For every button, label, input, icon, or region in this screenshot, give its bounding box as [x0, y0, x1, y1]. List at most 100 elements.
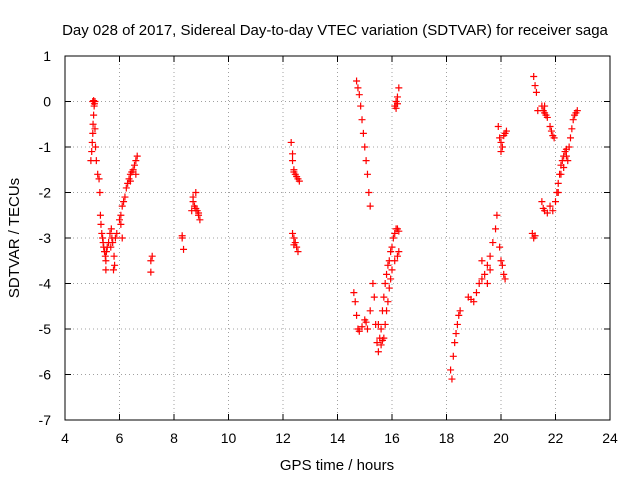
x-tick-label: 18: [439, 430, 455, 446]
data-point: [384, 261, 392, 269]
data-point: [96, 211, 104, 219]
data-point: [489, 239, 497, 247]
data-point: [361, 143, 369, 151]
data-point: [374, 320, 382, 328]
data-point: [541, 102, 549, 110]
data-point: [552, 198, 559, 206]
data-point: [481, 270, 489, 278]
data-point: [497, 257, 505, 265]
data-point: [102, 257, 110, 265]
data-point: [290, 166, 298, 174]
data-point: [118, 234, 126, 242]
data-point: [543, 209, 551, 217]
x-tick-label: 16: [384, 430, 400, 446]
data-point: [388, 266, 396, 274]
data-point: [470, 298, 478, 306]
y-tick-label: -4: [39, 276, 52, 292]
data-marks: [87, 72, 581, 383]
data-point: [502, 127, 510, 135]
data-point: [453, 320, 461, 328]
data-point: [486, 252, 494, 260]
data-point: [90, 102, 98, 110]
data-point: [393, 100, 401, 108]
x-tick-label: 14: [330, 430, 346, 446]
data-point: [377, 325, 385, 333]
data-point: [387, 275, 395, 283]
x-tick-label: 24: [602, 430, 618, 446]
data-point: [95, 175, 103, 183]
data-point: [543, 113, 551, 121]
x-tick-label: 6: [116, 430, 124, 446]
x-tick-label: 22: [548, 430, 564, 446]
data-point: [497, 138, 505, 146]
data-point: [290, 241, 298, 249]
data-point: [88, 138, 96, 146]
data-point: [90, 111, 98, 119]
data-point: [393, 93, 401, 101]
data-point: [295, 177, 303, 185]
data-point: [566, 134, 574, 142]
y-tick-label: -5: [39, 321, 52, 337]
data-point: [129, 166, 137, 174]
data-point: [554, 179, 562, 187]
data-point: [451, 339, 459, 347]
data-point: [102, 248, 110, 256]
x-tick-label: 10: [221, 430, 237, 446]
data-point: [532, 88, 540, 96]
data-point: [531, 82, 539, 90]
data-point: [189, 193, 197, 201]
data-point: [564, 157, 572, 165]
data-point: [475, 280, 483, 287]
data-point: [117, 220, 125, 228]
data-point: [391, 229, 399, 237]
data-point: [380, 293, 388, 301]
data-point: [289, 229, 297, 237]
data-point: [497, 148, 505, 156]
data-point: [573, 107, 581, 115]
data-point: [568, 125, 576, 133]
data-point: [118, 202, 126, 210]
data-point: [107, 243, 115, 251]
data-point: [196, 216, 204, 224]
data-point: [122, 184, 130, 192]
x-tick-label: 12: [275, 430, 291, 446]
data-point: [493, 211, 501, 219]
data-point: [110, 266, 118, 274]
data-point: [547, 127, 555, 135]
data-point: [448, 375, 456, 383]
data-point: [354, 84, 362, 92]
data-point: [381, 320, 389, 328]
data-point: [550, 134, 558, 142]
data-point: [554, 189, 562, 196]
data-point: [350, 289, 358, 297]
data-point: [546, 123, 554, 131]
y-tick-label: 0: [43, 94, 51, 110]
data-point: [395, 248, 403, 256]
data-point: [362, 157, 370, 165]
data-point: [289, 150, 297, 158]
data-point: [384, 298, 392, 306]
data-point: [180, 245, 188, 253]
data-point: [294, 248, 302, 256]
data-point: [472, 289, 480, 297]
data-point: [289, 157, 297, 165]
data-point: [111, 234, 119, 242]
data-point: [107, 225, 115, 233]
data-point: [94, 170, 102, 178]
data-point: [492, 225, 500, 233]
data-point: [195, 209, 203, 217]
data-point: [133, 152, 141, 160]
data-point: [569, 116, 577, 124]
data-point: [377, 341, 385, 349]
y-axis-title: SDTVAR / TECUs: [6, 178, 23, 298]
x-tick-label: 8: [170, 430, 178, 446]
data-point: [383, 270, 391, 278]
x-axis-title: GPS time / hours: [280, 457, 394, 474]
data-point: [92, 143, 100, 151]
data-point: [498, 143, 506, 151]
data-point: [478, 257, 486, 265]
data-point: [110, 252, 118, 260]
data-point: [363, 170, 371, 178]
data-point: [102, 266, 110, 274]
